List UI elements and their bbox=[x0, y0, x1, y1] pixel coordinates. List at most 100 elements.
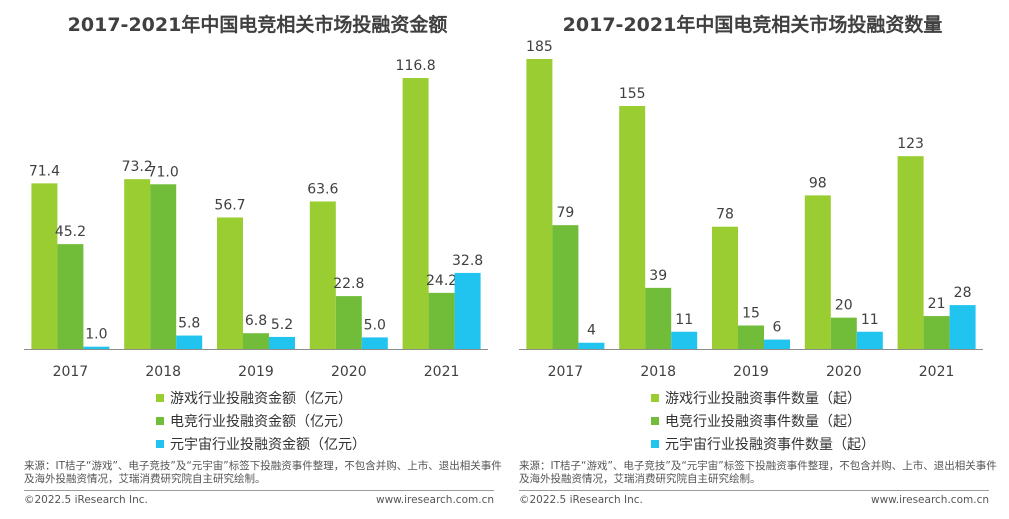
copyright: ©2022.5 iResearch Inc. bbox=[519, 494, 643, 506]
footer-divider bbox=[519, 490, 989, 491]
data-label-metaverse-2019: 6 bbox=[773, 320, 782, 336]
chart-panel-funding-amount: 2017-2021年中国电竞相关市场投融资金额 71.4 45.2 1.0 2017 7… bbox=[10, 0, 505, 519]
legend-item-esports: 电竞行业投融资金额（亿元） bbox=[156, 409, 366, 432]
data-label-esports-2021: 21 bbox=[928, 296, 946, 312]
bar-game-2018 bbox=[124, 179, 151, 349]
data-label-metaverse-2018: 11 bbox=[675, 312, 693, 328]
data-label-esports-2017: 79 bbox=[556, 205, 574, 221]
data-label-game-2017: 185 bbox=[526, 39, 553, 55]
bar-game-2020 bbox=[804, 195, 831, 349]
data-label-metaverse-2019: 5.2 bbox=[271, 317, 293, 333]
data-label-game-2021: 116.8 bbox=[396, 58, 436, 74]
data-label-metaverse-2020: 11 bbox=[861, 312, 879, 328]
bar-esports-2017 bbox=[552, 225, 579, 349]
data-label-esports-2018: 39 bbox=[649, 268, 667, 284]
bar-game-2019 bbox=[712, 226, 738, 349]
bar-esports-2020 bbox=[830, 317, 857, 349]
website-link: www.iresearch.com.cn bbox=[870, 494, 989, 506]
legend-label-metaverse: 元宇宙行业投融资金额（亿元） bbox=[170, 436, 366, 453]
x-tick-label-2017: 2017 bbox=[53, 364, 89, 380]
legend: 游戏行业投融资事件数量（起） 电竞行业投融资事件数量（起） 元宇宙行业投融资事件… bbox=[651, 386, 875, 455]
bar-metaverse-2019 bbox=[764, 339, 790, 349]
data-label-metaverse-2017: 4 bbox=[587, 323, 596, 339]
legend-swatch-esports bbox=[156, 416, 164, 425]
x-tick-label-2020: 2020 bbox=[331, 364, 367, 380]
x-tick-label-2021: 2021 bbox=[919, 364, 955, 380]
legend-swatch-metaverse bbox=[651, 439, 659, 448]
data-label-esports-2018: 71.0 bbox=[148, 164, 179, 180]
bar-esports-2019 bbox=[243, 333, 269, 349]
x-tick-label-2019: 2019 bbox=[238, 364, 274, 380]
chart-title: 2017-2021年中国电竞相关市场投融资金额 bbox=[67, 14, 448, 36]
legend-label-game: 游戏行业投融资事件数量（起） bbox=[665, 390, 861, 407]
x-tick-label-2018: 2018 bbox=[145, 364, 181, 380]
bar-metaverse-2018 bbox=[176, 335, 203, 349]
data-label-game-2021: 123 bbox=[897, 136, 924, 152]
legend-label-metaverse: 元宇宙行业投融资事件数量（起） bbox=[665, 436, 875, 453]
bar-metaverse-2021 bbox=[949, 305, 976, 349]
data-label-esports-2021: 24.2 bbox=[426, 273, 457, 289]
bar-game-2020 bbox=[309, 201, 336, 349]
data-label-game-2020: 63.6 bbox=[307, 181, 338, 197]
data-label-game-2018: 155 bbox=[619, 86, 646, 102]
bar-esports-2019 bbox=[738, 325, 764, 349]
data-label-game-2017: 71.4 bbox=[29, 163, 60, 179]
data-label-esports-2020: 20 bbox=[835, 298, 853, 314]
data-label-metaverse-2018: 5.8 bbox=[178, 316, 200, 332]
bar-game-2018 bbox=[619, 106, 646, 349]
data-label-metaverse-2020: 5.0 bbox=[364, 317, 386, 333]
bar-esports-2018 bbox=[645, 287, 672, 349]
legend-swatch-game bbox=[651, 393, 659, 402]
legend-item-game: 游戏行业投融资金额（亿元） bbox=[156, 386, 366, 409]
data-label-metaverse-2017: 1.0 bbox=[85, 327, 107, 343]
legend-label-game: 游戏行业投融资金额（亿元） bbox=[170, 390, 352, 407]
x-tick-label-2018: 2018 bbox=[640, 364, 676, 380]
source-note: 来源：IT桔子“游戏”、电子竞技”及“元宇宙”标签下投融资事件整理，不包含并购、… bbox=[519, 460, 997, 485]
bar-game-2019 bbox=[217, 217, 243, 349]
bar-game-2017 bbox=[526, 59, 553, 349]
bar-esports-2020 bbox=[335, 296, 362, 349]
x-tick-label-2017: 2017 bbox=[548, 364, 584, 380]
bar-metaverse-2020 bbox=[856, 331, 883, 349]
chart-panel-funding-count: 2017-2021年中国电竞相关市场投融资数量 185 79 4 2017 155 39 1… bbox=[505, 0, 1000, 519]
bar-metaverse-2020 bbox=[361, 337, 388, 349]
bar-esports-2021 bbox=[428, 292, 455, 349]
legend-swatch-metaverse bbox=[156, 439, 164, 448]
data-label-esports-2017: 45.2 bbox=[55, 224, 86, 240]
bar-game-2017 bbox=[31, 183, 58, 349]
data-label-game-2020: 98 bbox=[809, 175, 827, 191]
bar-game-2021 bbox=[402, 78, 429, 350]
legend-swatch-esports bbox=[651, 416, 659, 425]
legend-label-esports: 电竞行业投融资金额（亿元） bbox=[170, 413, 352, 430]
legend-item-game: 游戏行业投融资事件数量（起） bbox=[651, 386, 875, 409]
legend-item-metaverse: 元宇宙行业投融资事件数量（起） bbox=[651, 432, 875, 455]
data-label-game-2019: 56.7 bbox=[214, 197, 245, 213]
x-tick-label-2019: 2019 bbox=[733, 364, 769, 380]
x-tick-label-2021: 2021 bbox=[424, 364, 460, 380]
copyright: ©2022.5 iResearch Inc. bbox=[24, 494, 148, 506]
legend-item-metaverse: 元宇宙行业投融资金额（亿元） bbox=[156, 432, 366, 455]
x-tick-label-2020: 2020 bbox=[826, 364, 862, 380]
footer-divider bbox=[24, 490, 494, 491]
legend: 游戏行业投融资金额（亿元） 电竞行业投融资金额（亿元） 元宇宙行业投融资金额（亿… bbox=[156, 386, 366, 455]
data-label-esports-2020: 22.8 bbox=[333, 276, 364, 292]
chart-title: 2017-2021年中国电竞相关市场投融资数量 bbox=[562, 14, 943, 36]
data-label-game-2018: 73.2 bbox=[122, 159, 153, 175]
bar-metaverse-2017 bbox=[578, 342, 605, 349]
bar-chart-funding-amount: 71.4 45.2 1.0 2017 73.271.0 5.8 2018 56.7 6.8 5.2… bbox=[24, 58, 488, 380]
bar-esports-2018 bbox=[150, 184, 177, 349]
website-link: www.iresearch.com.cn bbox=[375, 494, 494, 506]
bar-metaverse-2017 bbox=[83, 346, 110, 349]
bar-chart-funding-count: 185 79 4 2017 155 39 11 2018 78 15 6 2019 98 20 11 2020… bbox=[519, 39, 983, 380]
bar-metaverse-2019 bbox=[269, 336, 295, 349]
source-note: 来源：IT桔子“游戏”、电子竞技”及“元宇宙”标签下投融资事件整理，不包含并购、… bbox=[24, 460, 502, 485]
legend-label-esports: 电竞行业投融资事件数量（起） bbox=[665, 413, 861, 430]
data-label-esports-2019: 6.8 bbox=[245, 313, 267, 329]
data-label-metaverse-2021: 32.8 bbox=[452, 253, 483, 269]
bar-game-2021 bbox=[897, 156, 924, 349]
bar-esports-2017 bbox=[57, 244, 84, 349]
data-label-esports-2019: 15 bbox=[742, 305, 760, 321]
bar-esports-2021 bbox=[923, 316, 950, 349]
legend-item-esports: 电竞行业投融资事件数量（起） bbox=[651, 409, 875, 432]
bar-metaverse-2021 bbox=[454, 272, 481, 349]
